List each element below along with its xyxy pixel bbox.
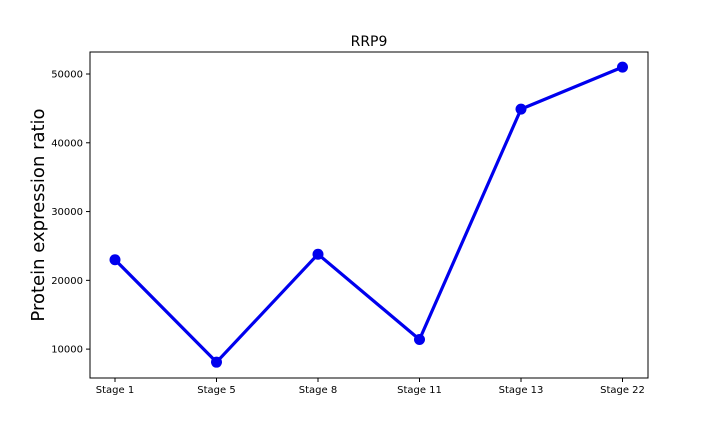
y-tick-label: 50000: [51, 70, 83, 81]
series-line: [113, 65, 625, 364]
x-tick-label: Stage 22: [600, 385, 645, 396]
data-point: [515, 103, 527, 115]
chart-title: RRP9: [351, 34, 388, 50]
data-point: [109, 254, 121, 266]
data-point: [617, 61, 628, 73]
x-tick-label: Stage 1: [96, 385, 134, 396]
x-tick-label: Stage 8: [299, 385, 337, 396]
series-layer: [109, 61, 628, 368]
y-tick-label: 40000: [51, 138, 83, 149]
data-point: [211, 356, 222, 368]
x-tick-label: Stage 5: [197, 385, 235, 396]
y-tick-label: 30000: [51, 207, 83, 218]
x-tick-label: Stage 13: [499, 385, 544, 396]
y-axis-label: Protein expression ratio: [28, 108, 49, 321]
y-tick-label: 10000: [51, 345, 83, 356]
x-tick-label: Stage 11: [397, 385, 442, 396]
y-tick-label: 20000: [51, 276, 83, 287]
plot-frame: [89, 51, 649, 379]
axes: 10000 20000 30000 40000 50000 Stage 1 Stage 5 S…: [51, 70, 645, 396]
data-point: [312, 248, 324, 260]
data-point: [414, 333, 425, 345]
